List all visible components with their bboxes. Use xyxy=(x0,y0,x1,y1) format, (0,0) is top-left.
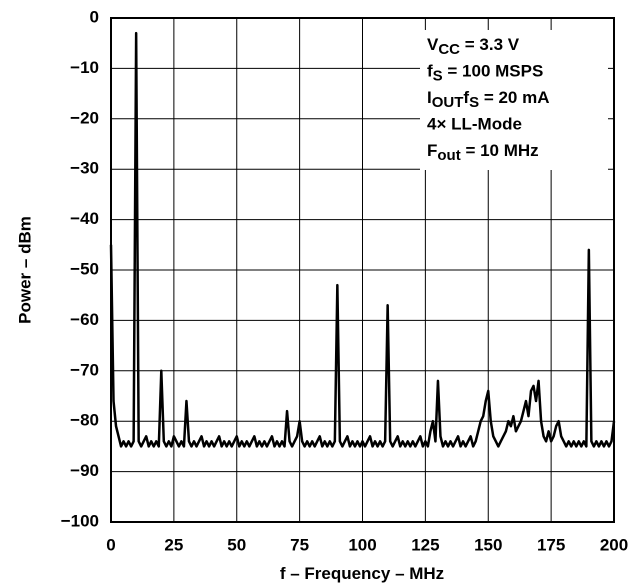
annotation-part: = 100 MSPS xyxy=(443,62,544,81)
annotation-part: = 3.3 V xyxy=(460,35,520,54)
y-tick-label: −40 xyxy=(70,209,99,228)
annotation-part: out xyxy=(437,147,460,164)
annotation: VCC = 3.3 V xyxy=(427,35,520,58)
annotation-part: F xyxy=(427,141,437,160)
x-axis-label: f – Frequency – MHz xyxy=(280,564,444,583)
y-axis-label: Power – dBm xyxy=(15,216,34,324)
y-tick-label: −100 xyxy=(61,511,99,530)
x-tick-label: 75 xyxy=(290,535,309,554)
annotation: Fout = 10 MHz xyxy=(427,141,539,164)
annotation-part: S xyxy=(433,67,443,84)
annotation-part: f xyxy=(427,62,433,81)
y-tick-label: −10 xyxy=(70,58,99,77)
y-tick-label: −80 xyxy=(70,411,99,430)
annotation-part: = 10 MHz xyxy=(461,141,539,160)
spectrum-line xyxy=(109,31,616,448)
y-tick-label: −70 xyxy=(70,360,99,379)
y-tick-label: −20 xyxy=(70,108,99,127)
annotation-part: = 20 mA xyxy=(479,88,549,107)
annotation-part: CC xyxy=(438,41,460,58)
x-tick-label: 125 xyxy=(411,535,439,554)
y-tick-label: −60 xyxy=(70,310,99,329)
x-tick-label: 25 xyxy=(164,535,183,554)
annotation: IOUTfS = 20 mA xyxy=(427,88,550,111)
annotation-part: OUT xyxy=(432,94,464,111)
y-tick-label: −90 xyxy=(70,461,99,480)
y-tick-label: −50 xyxy=(70,259,99,278)
x-tick-label: 0 xyxy=(106,535,115,554)
annotation: fS = 100 MSPS xyxy=(427,62,543,85)
annotation: 4× LL-Mode xyxy=(427,115,522,134)
x-tick-label: 100 xyxy=(348,535,376,554)
x-tick-label: 200 xyxy=(600,535,628,554)
annotation-part: 4× LL-Mode xyxy=(427,115,522,134)
y-tick-label: −30 xyxy=(70,159,99,178)
annotation-bg xyxy=(420,30,608,170)
x-tick-label: 50 xyxy=(227,535,246,554)
x-tick-label: 175 xyxy=(537,535,565,554)
annotation-part: I xyxy=(427,88,432,107)
annotation-part: f xyxy=(463,88,469,107)
annotation-part: V xyxy=(427,35,439,54)
x-tick-label: 150 xyxy=(474,535,502,554)
y-tick-label: 0 xyxy=(90,7,99,26)
annotation-part: S xyxy=(469,94,479,111)
